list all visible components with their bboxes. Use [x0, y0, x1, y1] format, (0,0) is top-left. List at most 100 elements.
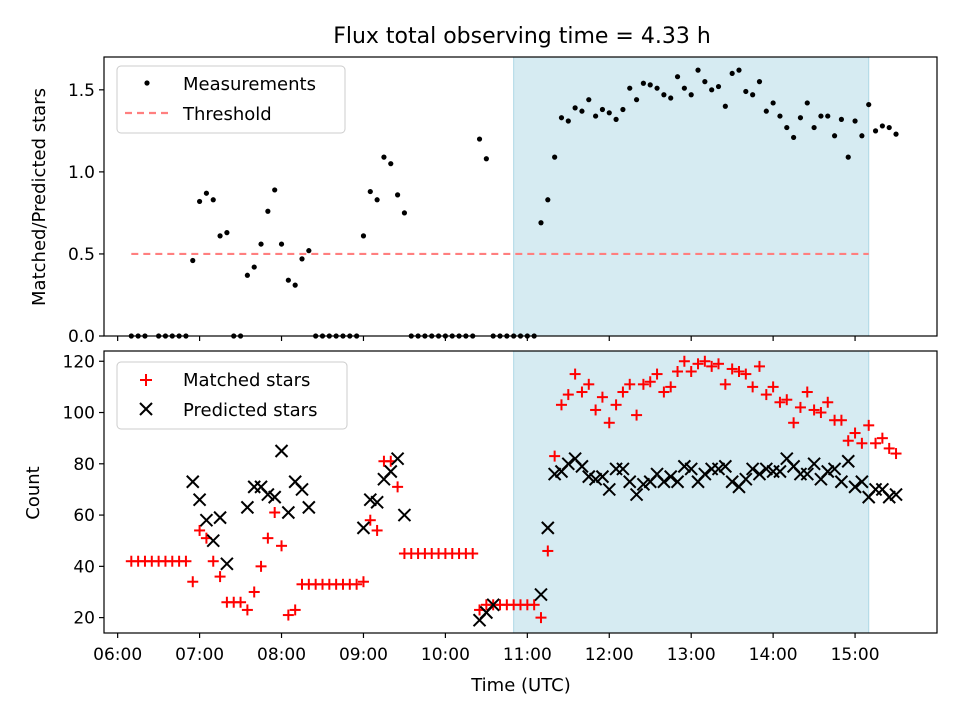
measurement-point	[545, 197, 551, 203]
matched-star-point	[562, 389, 574, 401]
measurement-point	[654, 85, 660, 91]
measurement-point	[763, 108, 769, 114]
predicted-star-point	[841, 454, 855, 468]
measurement-point	[722, 103, 728, 109]
measurement-point	[818, 113, 824, 119]
predicted-star-point	[602, 482, 616, 497]
matched-star-point	[214, 571, 226, 583]
matched-star-point	[371, 524, 383, 536]
predicted-star-point	[192, 492, 207, 507]
measurement-point	[224, 230, 230, 236]
predicted-star-point	[595, 469, 610, 484]
matched-star-point	[753, 360, 765, 372]
predicted-star-point	[855, 475, 869, 489]
matched-star-point	[672, 366, 684, 378]
measurement-point	[784, 124, 790, 131]
predicted-star-point	[889, 487, 903, 502]
predicted-star-point	[274, 444, 289, 458]
predicted-star-point	[370, 495, 384, 509]
predicted-star-point	[616, 462, 630, 476]
matched-star-point	[235, 596, 247, 608]
legend-measurements-marker	[144, 80, 150, 86]
matched-star-point	[392, 481, 404, 493]
x-tick-label: 15:00	[831, 645, 880, 665]
measurement-point	[736, 67, 742, 73]
predicted-star-point	[186, 475, 200, 489]
measurement-point	[668, 95, 674, 101]
measurement-point	[606, 110, 612, 116]
matched-star-point	[187, 576, 199, 588]
measurement-point	[674, 74, 681, 80]
x-axis-label: Time (UTC)	[470, 675, 571, 696]
bottom-y-tick-label: 100	[63, 404, 95, 424]
x-tick-label: 13:00	[667, 645, 716, 665]
matched-star-point	[651, 368, 663, 380]
measurement-point	[278, 241, 285, 247]
measurement-point	[367, 188, 373, 195]
matched-star-point	[747, 381, 759, 393]
legend-threshold-label: Threshold	[182, 104, 272, 125]
predicted-star-point	[868, 482, 883, 497]
predicted-star-point	[698, 467, 712, 481]
matched-star-point	[733, 366, 745, 378]
x-tick-label: 08:00	[257, 645, 306, 665]
measurement-point	[374, 197, 380, 203]
matched-star-point	[351, 578, 363, 590]
matched-star-point	[248, 586, 260, 598]
matched-star-point	[658, 386, 670, 398]
measurement-point	[804, 100, 810, 106]
predicted-star-point	[670, 475, 685, 489]
matched-star-point	[467, 548, 479, 560]
measurement-point	[285, 277, 291, 283]
measurement-point	[217, 233, 223, 239]
matched-star-point	[870, 437, 882, 449]
measurement-point	[394, 192, 401, 198]
matched-star-point	[364, 514, 376, 526]
measurement-point	[299, 256, 305, 262]
top-y-tick-label: 0.5	[68, 245, 95, 265]
matched-star-point	[276, 540, 288, 552]
top-plot-area	[128, 56, 899, 339]
measurement-point	[893, 131, 899, 137]
measurement-point	[572, 105, 578, 111]
measurement-point	[210, 197, 216, 203]
predicted-star-point	[534, 587, 548, 602]
matched-star-point	[706, 360, 718, 372]
matched-star-point	[610, 399, 622, 411]
predicted-star-point	[807, 457, 821, 471]
x-tick-label: 09:00	[339, 645, 388, 665]
matched-star-point	[808, 404, 820, 416]
measurement-point	[272, 187, 278, 193]
predicted-star-point	[384, 464, 398, 479]
measurement-point	[306, 248, 312, 254]
measurement-point	[599, 106, 606, 113]
measurement-point	[620, 106, 626, 113]
matched-star-point	[241, 604, 253, 616]
matched-star-point	[617, 386, 629, 398]
measurement-point	[797, 115, 804, 121]
measurement-point	[770, 100, 776, 106]
bottom-y-axis-label: Count	[23, 466, 44, 519]
measurement-point	[702, 79, 708, 85]
bottom-axes-frame	[103, 350, 938, 634]
matched-star-point	[863, 419, 875, 431]
x-tick-label: 10:00	[421, 645, 470, 665]
matched-star-point	[835, 414, 847, 426]
measurement-point	[203, 190, 210, 196]
matched-star-point	[699, 355, 711, 367]
matched-star-point	[637, 378, 649, 390]
measurement-point	[729, 70, 735, 77]
predicted-star-point	[725, 475, 739, 489]
predicted-star-point	[356, 521, 371, 535]
measurement-point	[381, 154, 387, 160]
measurement-point	[852, 118, 858, 124]
measurement-point	[756, 79, 763, 85]
bottom-plot-area	[125, 350, 903, 634]
x-tick-label: 12:00	[585, 645, 634, 665]
measurement-point	[845, 154, 851, 160]
predicted-star-point	[486, 598, 500, 612]
matched-star-point	[282, 609, 294, 621]
top-axes: 0.0 0.5 1.0 1.5	[68, 56, 938, 347]
matched-star-point	[794, 401, 806, 413]
